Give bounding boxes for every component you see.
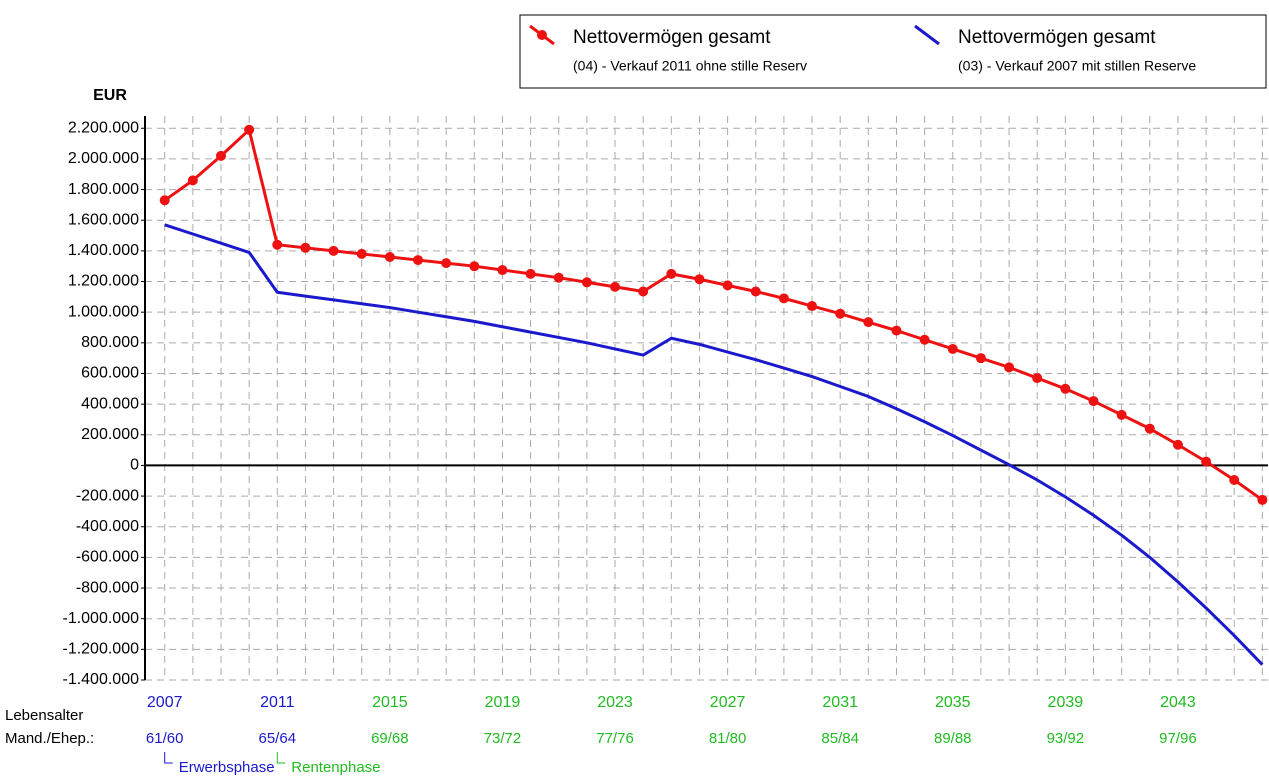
age-title: Mand./Ehep.: [5, 730, 94, 747]
y-tick-label: -200.000 [76, 487, 139, 504]
phase-label: Erwerbsphase [179, 759, 275, 776]
y-tick-label: -1.200.000 [62, 641, 139, 658]
y-tick-label: 2.000.000 [68, 150, 139, 167]
data-point [581, 277, 592, 288]
data-point [1088, 396, 1099, 407]
data-point [1116, 409, 1127, 420]
data-point [469, 261, 480, 272]
data-point [553, 272, 564, 283]
x-tick-label: 2035 [935, 694, 971, 711]
data-point [356, 248, 367, 259]
data-point [328, 245, 339, 256]
data-point [694, 274, 705, 285]
age-label: 97/96 [1159, 730, 1197, 747]
legend-label: Nettovermögen gesamt [573, 27, 771, 48]
data-point [666, 268, 677, 279]
x-tick-label: 2039 [1048, 694, 1084, 711]
legend-description: (04) - Verkauf 2011 ohne stille Reserv [573, 58, 807, 74]
data-point [525, 268, 536, 279]
data-point [441, 258, 452, 269]
age-label: 93/92 [1047, 730, 1085, 747]
age-label: 65/64 [259, 730, 297, 747]
x-tick-label: 2015 [372, 694, 408, 711]
y-tick-label: -1.000.000 [62, 610, 139, 627]
x-tick-label: 2019 [485, 694, 521, 711]
x-tick-label: 2007 [147, 694, 183, 711]
y-tick-label: 1.600.000 [68, 211, 139, 228]
y-tick-label: 2.200.000 [68, 119, 139, 136]
data-point [1172, 439, 1183, 450]
age-label: 69/68 [371, 730, 409, 747]
data-point [244, 124, 255, 135]
data-point [722, 280, 733, 291]
data-point [1257, 494, 1268, 505]
data-point [497, 265, 508, 276]
data-point [947, 343, 958, 354]
legend-box [519, 14, 1267, 89]
data-point [187, 175, 198, 186]
data-point [159, 195, 170, 206]
x-tick-label: 2023 [597, 694, 633, 711]
age-label: 85/84 [821, 730, 859, 747]
x-tick-label: 2043 [1160, 694, 1196, 711]
x-tick-label: 2027 [710, 694, 746, 711]
y-tick-label: 1.000.000 [68, 303, 139, 320]
y-tick-label: 200.000 [81, 426, 139, 443]
legend-description: (03) - Verkauf 2007 mit stillen Reserve [958, 58, 1196, 74]
data-point [835, 308, 846, 319]
y-tick-label: 400.000 [81, 395, 139, 412]
y-tick-label: 1.800.000 [68, 181, 139, 198]
data-point [384, 252, 395, 262]
x-tick-label: 2031 [822, 694, 858, 711]
series-line [163, 128, 1264, 502]
phase-bracket [164, 752, 173, 764]
age-label: 73/72 [484, 730, 522, 747]
phase-label: Rentenphase [291, 759, 380, 776]
y-axis-label: EUR [93, 87, 127, 104]
age-label: 81/80 [709, 730, 747, 747]
data-point [215, 150, 226, 161]
y-tick-label: -400.000 [76, 518, 139, 535]
legend-swatch [914, 24, 940, 46]
data-point [891, 325, 902, 336]
data-point [975, 353, 986, 364]
data-point [1032, 373, 1043, 384]
data-point [1144, 423, 1155, 434]
data-point [1229, 474, 1240, 485]
age-label: 77/76 [596, 730, 634, 747]
legend-swatch-marker [537, 30, 547, 40]
data-point [807, 301, 818, 312]
series-line [164, 223, 1264, 666]
y-tick-label: -1.400.000 [62, 671, 139, 688]
phase-bracket [276, 752, 286, 764]
data-point [610, 281, 621, 292]
y-tick-label: -600.000 [76, 549, 139, 566]
y-tick-label: 600.000 [81, 365, 139, 382]
data-point [638, 286, 649, 297]
data-point [1060, 383, 1071, 394]
y-tick-label: 0 [130, 457, 139, 474]
data-point [750, 286, 761, 297]
x-tick-label: 2011 [260, 694, 295, 711]
age-label: 61/60 [146, 730, 184, 747]
y-tick-label: 800.000 [81, 334, 139, 351]
data-point [300, 242, 311, 253]
data-point [1201, 456, 1212, 467]
legend-label: Nettovermögen gesamt [958, 27, 1156, 48]
data-point [272, 239, 283, 250]
data-point [1004, 362, 1015, 373]
y-tick-label: -800.000 [76, 579, 139, 596]
data-point [863, 317, 874, 328]
data-point [413, 255, 424, 266]
y-tick-label: 1.400.000 [68, 242, 139, 259]
age-title: Lebensalter [5, 707, 83, 724]
data-point [919, 334, 930, 345]
y-tick-label: 1.200.000 [68, 273, 139, 290]
data-point [778, 293, 789, 304]
age-label: 89/88 [934, 730, 972, 747]
